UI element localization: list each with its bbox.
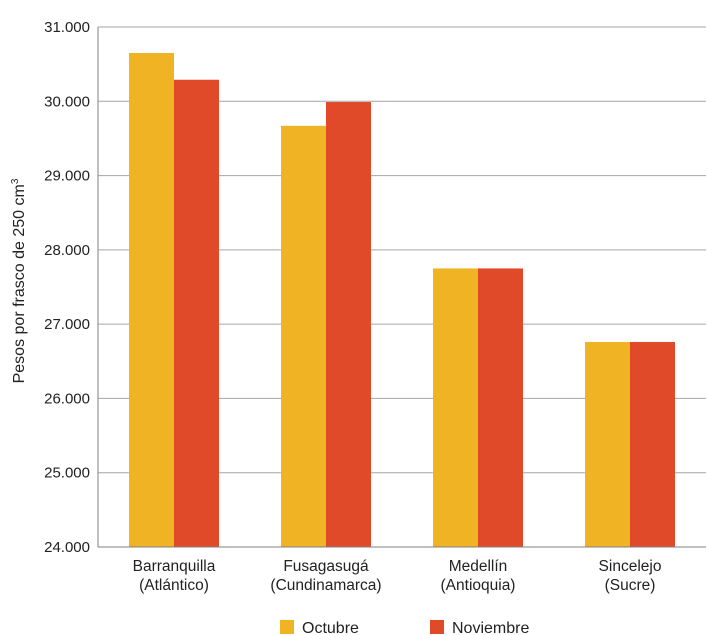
y-axis-label: Pesos por frasco de 250 cm3 — [10, 178, 28, 383]
legend: Octubre Noviembre — [280, 620, 529, 635]
bar-noviembre-2 — [478, 268, 523, 547]
y-tick-label: 31.000 — [44, 19, 90, 36]
x-category-label: (Antioquia) — [441, 577, 516, 594]
y-tick-label: 29.000 — [44, 168, 90, 185]
bar-octubre-0 — [129, 53, 174, 547]
x-category-label: (Cundinamarca) — [270, 577, 381, 594]
y-tick-label: 30.000 — [44, 93, 90, 110]
legend-swatch-noviembre — [430, 620, 444, 634]
bar-noviembre-3 — [630, 341, 675, 547]
x-category-labels: Barranquilla (Atlántico) Fusagasugá (Cundin… — [133, 558, 662, 594]
bar-octubre-2 — [433, 268, 478, 547]
bar-octubre-3 — [585, 341, 630, 547]
y-axis-label-superscript: 3 — [10, 178, 21, 184]
y-tick-label: 25.000 — [44, 465, 90, 482]
bar-noviembre-1 — [326, 102, 371, 548]
x-category-label: Sincelejo — [599, 558, 662, 575]
y-tick-label: 28.000 — [44, 242, 90, 259]
legend-label-noviembre: Noviembre — [452, 620, 529, 635]
bar-octubre-1 — [281, 125, 326, 548]
y-tick-label: 26.000 — [44, 390, 90, 407]
x-category-label: Medellín — [449, 558, 508, 575]
x-category-label: (Sucre) — [605, 577, 656, 594]
axes — [97, 27, 706, 548]
y-tick-label: 27.000 — [44, 316, 90, 333]
legend-swatch-octubre — [280, 620, 294, 634]
x-category-label: (Atlántico) — [139, 577, 209, 594]
x-category-label: Fusagasugá — [283, 558, 369, 575]
x-category-label: Barranquilla — [133, 558, 216, 575]
bars — [129, 53, 675, 548]
legend-label-octubre: Octubre — [302, 620, 359, 635]
y-tick-label: 24.000 — [44, 539, 90, 556]
bar-noviembre-0 — [174, 79, 219, 547]
y-tick-labels: 24.000 25.000 26.000 27.000 28.000 29.000 30.0… — [44, 19, 90, 556]
